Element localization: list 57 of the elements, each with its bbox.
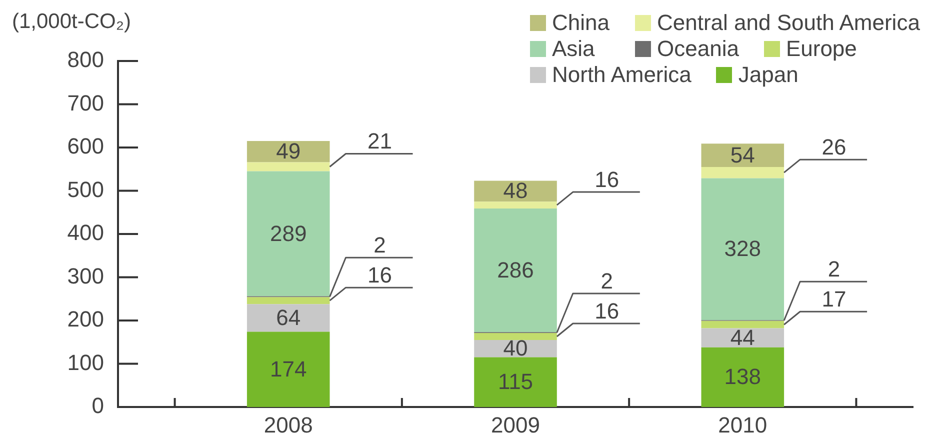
bar xyxy=(701,320,784,328)
data-label: 138 xyxy=(724,364,761,390)
legend-label: North America xyxy=(552,62,692,88)
data-label: 21 xyxy=(368,128,392,154)
bar xyxy=(474,202,557,208)
x-tick-label: 2010 xyxy=(718,412,768,438)
bar xyxy=(246,162,330,172)
y-tick-label: 600 xyxy=(67,134,104,159)
data-label: 2 xyxy=(828,256,840,282)
legend-label: China xyxy=(552,10,610,36)
data-label: 48 xyxy=(503,178,528,204)
x-tick-label: 2009 xyxy=(491,412,540,438)
data-label: 16 xyxy=(594,167,620,192)
bar xyxy=(474,333,557,340)
data-label: 115 xyxy=(498,369,534,394)
data-label: 49 xyxy=(276,138,301,164)
data-label: 174 xyxy=(270,356,307,382)
x-tick-label: 2008 xyxy=(264,412,313,438)
data-label: 328 xyxy=(724,236,761,262)
bar xyxy=(246,304,330,332)
legend-label: Central and South America xyxy=(657,10,920,36)
y-tick-label: 500 xyxy=(67,176,104,202)
y-tick-label: 0 xyxy=(92,393,104,418)
legend-label: Japan xyxy=(738,62,798,88)
y-tick-label: 700 xyxy=(67,90,104,116)
y-tick-label: 200 xyxy=(67,306,104,332)
data-label: 26 xyxy=(822,134,846,160)
data-label: 2 xyxy=(374,232,386,258)
y-tick-label: 100 xyxy=(67,350,104,375)
data-label: 44 xyxy=(730,324,755,350)
y-axis-title: (1,000t-CO₂) xyxy=(12,10,132,34)
legend-label: Asia xyxy=(552,36,595,62)
bar xyxy=(474,357,557,407)
data-label: 54 xyxy=(730,142,755,168)
bar xyxy=(701,166,784,178)
y-tick-label: 300 xyxy=(67,263,104,288)
data-label: 16 xyxy=(594,298,620,324)
data-label: 17 xyxy=(822,286,846,312)
legend-label: Oceania xyxy=(657,36,739,62)
y-tick-label: 800 xyxy=(67,47,104,72)
data-label: 2 xyxy=(600,268,614,294)
bar xyxy=(246,297,330,304)
bar xyxy=(474,208,557,332)
y-tick-label: 400 xyxy=(67,220,104,246)
data-label: 64 xyxy=(276,304,301,330)
bar xyxy=(246,171,330,296)
bar xyxy=(474,340,557,358)
bar xyxy=(701,328,784,348)
bar xyxy=(246,332,330,407)
data-label: 16 xyxy=(368,262,392,288)
bar xyxy=(701,347,784,407)
data-label: 289 xyxy=(270,220,307,246)
bar xyxy=(701,144,784,167)
data-label: 286 xyxy=(497,257,534,282)
data-label: 40 xyxy=(503,336,528,361)
legend-label: Europe xyxy=(786,36,857,62)
bar xyxy=(701,178,784,320)
